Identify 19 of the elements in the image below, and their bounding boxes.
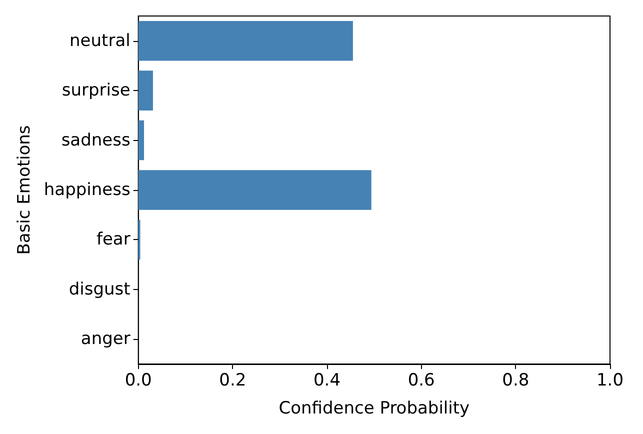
y-tick-label: surprise [62, 80, 130, 101]
y-tick-label: neutral [70, 30, 130, 51]
bar [138, 120, 144, 160]
x-tick-label: 0.0 [124, 370, 152, 390]
y-tick-label: disgust [68, 279, 131, 300]
y-tick-label: fear [96, 230, 130, 250]
x-tick-label: 1.0 [596, 370, 624, 390]
y-tick-label: happiness [44, 180, 130, 200]
y-axis-title: Basic Emotions [14, 125, 34, 255]
x-tick-label: 0.4 [313, 370, 341, 390]
bar [138, 70, 153, 110]
y-tick-label: anger [80, 329, 130, 350]
x-tick-label: 0.6 [408, 370, 435, 390]
bar [138, 170, 372, 210]
x-axis-title: Confidence Probability [278, 398, 470, 418]
y-tick-label: sadness [61, 130, 130, 150]
x-tick-label: 0.2 [219, 370, 246, 390]
x-tick-label: 0.8 [502, 370, 530, 390]
bar [138, 20, 353, 61]
